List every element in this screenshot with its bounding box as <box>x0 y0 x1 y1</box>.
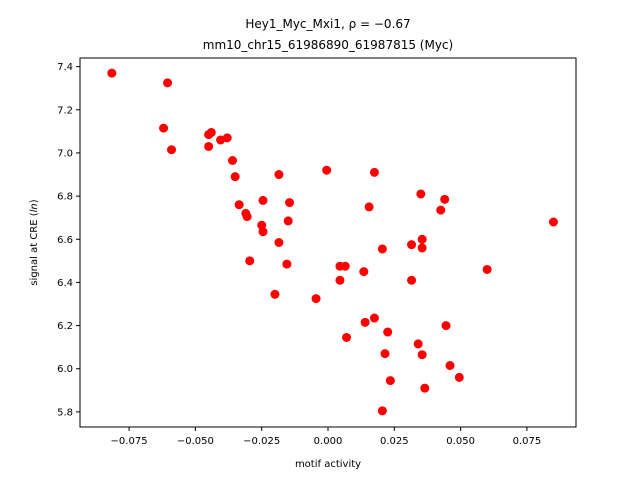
data-point-8 <box>204 141 214 151</box>
chart-title-line1: Hey1_Myc_Mxi1, ρ = −0.67 <box>245 17 410 31</box>
data-point-14 <box>416 189 426 199</box>
y-axis-ticks: 5.8 6.0 6.2 6.4 6.6 6.8 7.0 7.2 7.4 <box>57 62 80 418</box>
data-point-28 <box>274 238 284 247</box>
data-point-1 <box>163 78 173 88</box>
y-tick-label: 6.0 <box>57 364 73 375</box>
x-tick-label: 0.025 <box>380 436 409 447</box>
data-point-37 <box>359 267 369 277</box>
data-point-43 <box>369 313 379 323</box>
data-point-17 <box>234 200 244 210</box>
x-axis-ticks: −0.075 −0.050 −0.025 0.000 0.025 0.050 0.075 <box>111 427 542 447</box>
y-tick-label: 7.2 <box>57 105 73 116</box>
data-point-16 <box>285 198 295 208</box>
data-point-12 <box>322 165 332 175</box>
data-point-13 <box>369 167 379 177</box>
data-point-19 <box>364 202 374 212</box>
x-tick-label: −0.050 <box>177 436 214 447</box>
data-point-9 <box>228 156 238 165</box>
x-tick-label: −0.075 <box>111 436 148 447</box>
data-point-47 <box>413 339 423 349</box>
data-point-52 <box>385 376 395 386</box>
y-axis-label: signal at CRE (ln) <box>29 199 40 285</box>
data-points <box>107 68 558 416</box>
data-point-20 <box>436 205 446 215</box>
y-tick-label: 6.2 <box>57 321 73 332</box>
x-axis-label: motif activity <box>295 459 361 470</box>
data-point-46 <box>342 332 352 342</box>
x-tick-label: 0.000 <box>314 436 343 447</box>
data-point-10 <box>230 172 240 182</box>
data-point-23 <box>283 216 293 226</box>
y-tick-label: 7.0 <box>57 148 73 159</box>
data-point-2 <box>159 123 169 133</box>
data-point-11 <box>274 170 284 180</box>
y-tick-label: 6.6 <box>57 235 73 246</box>
y-tick-label: 7.4 <box>57 62 73 73</box>
data-point-15 <box>258 195 268 205</box>
data-point-44 <box>441 321 451 331</box>
data-point-27 <box>417 234 427 244</box>
x-tick-label: 0.075 <box>513 436 542 447</box>
data-point-18 <box>440 194 450 204</box>
data-point-33 <box>282 259 292 269</box>
data-point-41 <box>311 294 321 304</box>
x-tick-label: −0.025 <box>243 436 280 447</box>
data-point-40 <box>270 289 280 299</box>
y-tick-label: 6.8 <box>57 192 73 203</box>
y-tick-label: 5.8 <box>57 407 73 418</box>
data-point-7 <box>216 135 226 145</box>
data-point-24 <box>548 217 558 227</box>
data-point-36 <box>482 264 492 274</box>
data-point-3 <box>167 145 177 155</box>
y-tick-label: 6.4 <box>57 278 73 289</box>
data-point-51 <box>454 372 464 382</box>
data-point-39 <box>407 275 417 285</box>
data-point-29 <box>407 240 417 250</box>
data-point-49 <box>417 350 427 360</box>
data-point-32 <box>245 256 255 266</box>
data-point-31 <box>377 244 387 254</box>
data-point-48 <box>380 349 390 359</box>
data-point-50 <box>445 361 455 370</box>
data-point-5 <box>204 130 214 140</box>
data-point-42 <box>360 317 370 327</box>
data-point-30 <box>417 243 427 253</box>
data-point-38 <box>335 275 345 285</box>
data-point-26 <box>258 227 268 237</box>
x-tick-label: 0.050 <box>446 436 475 447</box>
data-point-45 <box>383 327 393 337</box>
data-point-54 <box>377 406 387 416</box>
chart-title-line2: mm10_chr15_61986890_61987815 (Myc) <box>203 38 453 52</box>
data-point-22 <box>242 212 252 222</box>
data-point-35 <box>340 261 350 271</box>
data-point-53 <box>420 383 430 393</box>
data-point-0 <box>107 68 117 78</box>
